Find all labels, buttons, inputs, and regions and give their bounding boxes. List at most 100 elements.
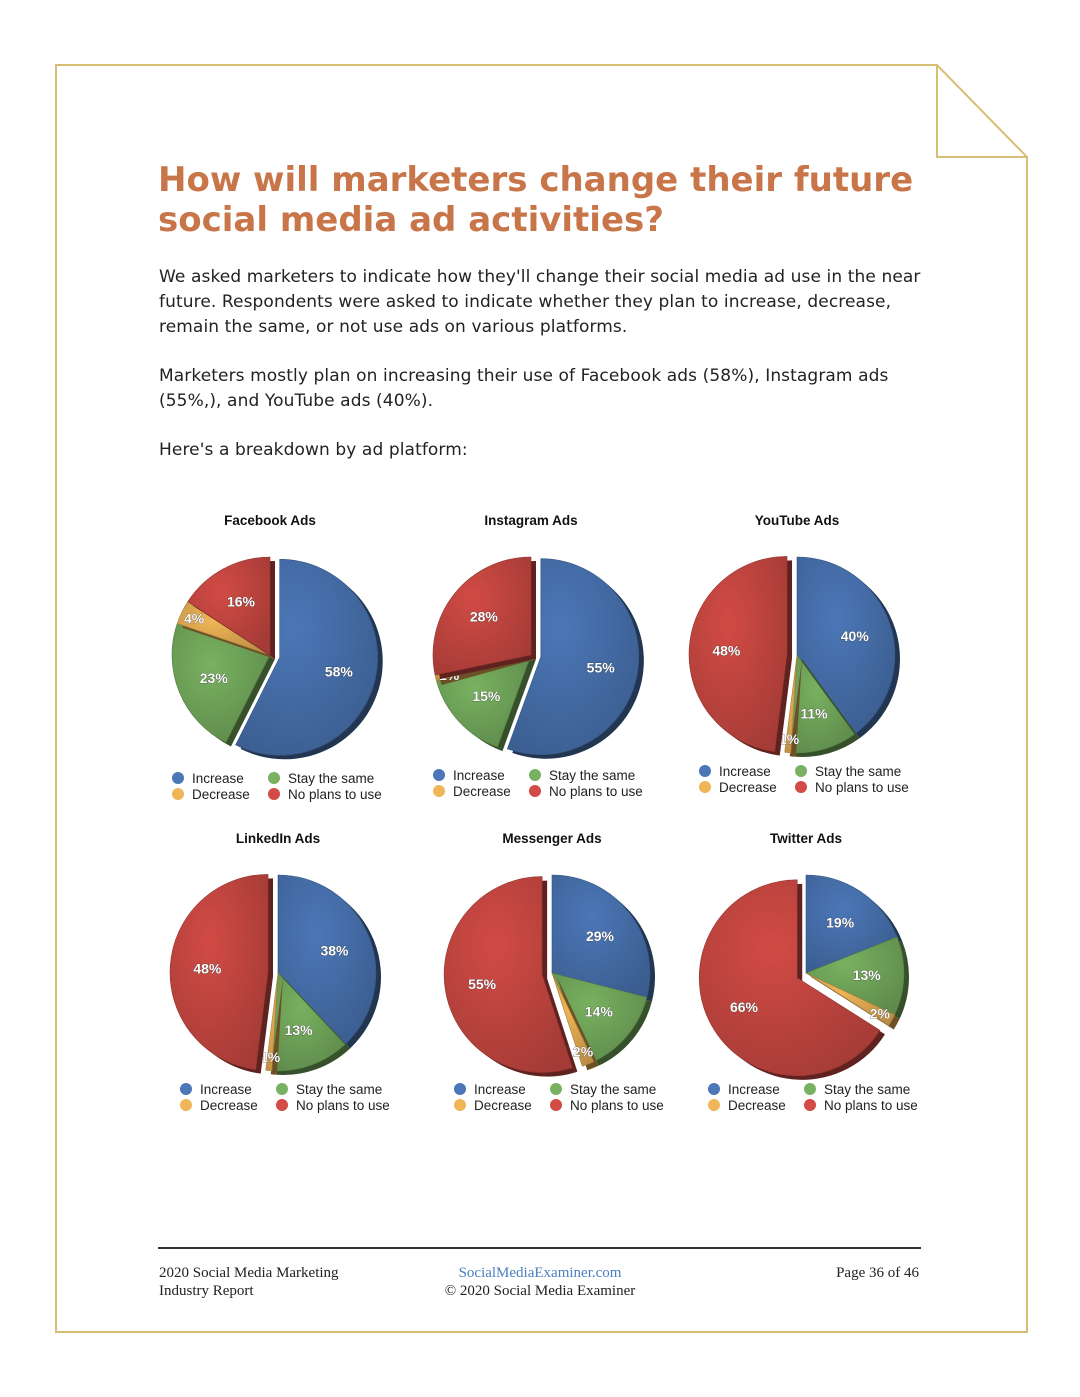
- legend-label: Decrease: [453, 784, 511, 799]
- legend-item-stay: Stay the same: [268, 771, 374, 786]
- legend-item-no-plans: No plans to use: [276, 1098, 390, 1113]
- pie-chart: 29% 14% 2% 55%: [443, 874, 655, 1077]
- pie-slice-no-plans-to-use: [187, 556, 271, 656]
- legend-dot: [550, 1099, 562, 1111]
- chart-legend: Increase Stay the same Decrease No plans to…: [411, 768, 651, 800]
- legend-item-increase: Increase: [454, 1082, 526, 1097]
- legend-item-increase: Increase: [708, 1082, 780, 1097]
- pie-slice-increase: [805, 874, 898, 974]
- legend-dot: [795, 765, 807, 777]
- chart-title: YouTube Ads: [754, 513, 840, 528]
- legend-dot: [276, 1083, 288, 1095]
- pie-slice-decrease: [784, 654, 798, 754]
- pie-data-label: 58%: [325, 663, 354, 679]
- legend-row: Decrease No plans to use: [686, 1098, 926, 1114]
- legend-item-stay: Stay the same: [276, 1082, 382, 1097]
- pie-data-label: 13%: [285, 1022, 314, 1038]
- legend-label: Stay the same: [815, 764, 902, 779]
- chart-legend: Increase Stay the same Decrease No plans to…: [432, 1082, 672, 1114]
- legend-label: No plans to use: [824, 1098, 918, 1113]
- pie-data-label: 1%: [260, 1049, 281, 1065]
- legend-item-stay: Stay the same: [550, 1082, 656, 1097]
- pie-slice-increase: [277, 874, 377, 1045]
- pie-data-label: 66%: [730, 999, 759, 1015]
- legend-label: Increase: [728, 1082, 780, 1097]
- pie-data-label: 16%: [227, 594, 256, 610]
- legend-item-decrease: Decrease: [708, 1098, 786, 1113]
- legend-row: Increase Stay the same: [158, 1082, 398, 1098]
- pie-slice-depth: [440, 659, 536, 686]
- legend-item-decrease: Decrease: [454, 1098, 532, 1113]
- legend-item-decrease: Decrease: [699, 780, 777, 795]
- pie-data-label: 13%: [853, 967, 882, 983]
- legend-dot: [180, 1083, 192, 1095]
- pie-slice-increase: [796, 556, 896, 735]
- legend-dot: [433, 785, 445, 797]
- pie-data-label: 40%: [841, 628, 870, 644]
- legend-row: Decrease No plans to use: [432, 1098, 672, 1114]
- footer-divider: [158, 1247, 921, 1249]
- pie-slice-stay-the-same: [171, 623, 271, 743]
- pie-data-label: 2%: [573, 1043, 594, 1059]
- pie-slice-no-plans-to-use: [698, 879, 881, 1077]
- pie-slice-decrease: [265, 972, 279, 1072]
- chart-legend: Increase Stay the same Decrease No plans to…: [150, 771, 390, 803]
- footer-page-number: Page 36 of 46: [800, 1264, 919, 1282]
- legend-item-increase: Increase: [172, 771, 244, 786]
- pie-slice-no-plans-to-use: [169, 874, 269, 1070]
- pie-chart: 58% 23% 4% 16%: [171, 556, 383, 760]
- footer-left-line-1: 2020 Social Media Marketing: [159, 1265, 339, 1281]
- pie-data-label: 28%: [470, 609, 499, 625]
- legend-dot: [699, 765, 711, 777]
- pie-slice-increase: [506, 558, 640, 756]
- legend-row: Increase Stay the same: [677, 764, 917, 780]
- legend-item-decrease: Decrease: [172, 787, 250, 802]
- chart-title: Messenger Ads: [502, 831, 602, 846]
- legend-dot: [699, 781, 711, 793]
- legend-dot: [804, 1083, 816, 1095]
- page-title-line-2: social media ad activities?: [158, 200, 664, 240]
- pie-slice-depth: [270, 977, 283, 1075]
- legend-row: Decrease No plans to use: [677, 780, 917, 796]
- legend-dot: [276, 1099, 288, 1111]
- chart-legend: Increase Stay the same Decrease No plans to…: [677, 764, 917, 796]
- pie-slice-decrease: [805, 972, 896, 1026]
- pie-data-label: 1%: [779, 731, 800, 747]
- legend-label: Stay the same: [296, 1082, 383, 1097]
- chart-title: Twitter Ads: [769, 831, 842, 846]
- pie-slice-no-plans-to-use: [688, 556, 788, 752]
- intro-line: Marketers mostly plan on increasing thei…: [159, 366, 889, 386]
- legend-item-stay: Stay the same: [529, 768, 635, 783]
- pie-slice-no-plans-to-use: [432, 556, 532, 676]
- intro-line: (55%,), and YouTube ads (40%).: [159, 391, 434, 411]
- legend-label: Stay the same: [570, 1082, 657, 1097]
- legend-row: Increase Stay the same: [150, 771, 390, 787]
- pie-chart: 19% 13% 2% 66%: [698, 874, 909, 1080]
- legend-dot: [172, 788, 184, 800]
- legend-item-stay: Stay the same: [804, 1082, 910, 1097]
- legend-dot: [529, 769, 541, 781]
- legend-dot: [454, 1099, 466, 1111]
- legend-label: No plans to use: [570, 1098, 664, 1113]
- legend-item-stay: Stay the same: [795, 764, 901, 779]
- pie-slice-no-plans-to-use: [443, 876, 573, 1073]
- legend-dot: [795, 781, 807, 793]
- intro-paragraph-3: Here's a breakdown by ad platform:: [159, 438, 939, 463]
- legend-item-increase: Increase: [433, 768, 505, 783]
- legend-item-no-plans: No plans to use: [550, 1098, 664, 1113]
- legend-dot: [454, 1083, 466, 1095]
- legend-item-no-plans: No plans to use: [529, 784, 643, 799]
- legend-label: Increase: [192, 771, 244, 786]
- pie-slice-increase: [235, 559, 379, 756]
- legend-dot: [180, 1099, 192, 1111]
- legend-label: Increase: [474, 1082, 526, 1097]
- footer-website-link[interactable]: SocialMediaExaminer.com: [458, 1265, 622, 1281]
- footer-left-line-2: Industry Report: [159, 1283, 254, 1299]
- pie-slice-depth: [789, 659, 802, 757]
- footer-center: SocialMediaExaminer.com © 2020 Social Me…: [440, 1264, 640, 1300]
- legend-row: Increase Stay the same: [411, 768, 651, 784]
- legend-item-no-plans: No plans to use: [804, 1098, 918, 1113]
- legend-item-decrease: Decrease: [433, 784, 511, 799]
- pie-data-label: 19%: [826, 915, 855, 931]
